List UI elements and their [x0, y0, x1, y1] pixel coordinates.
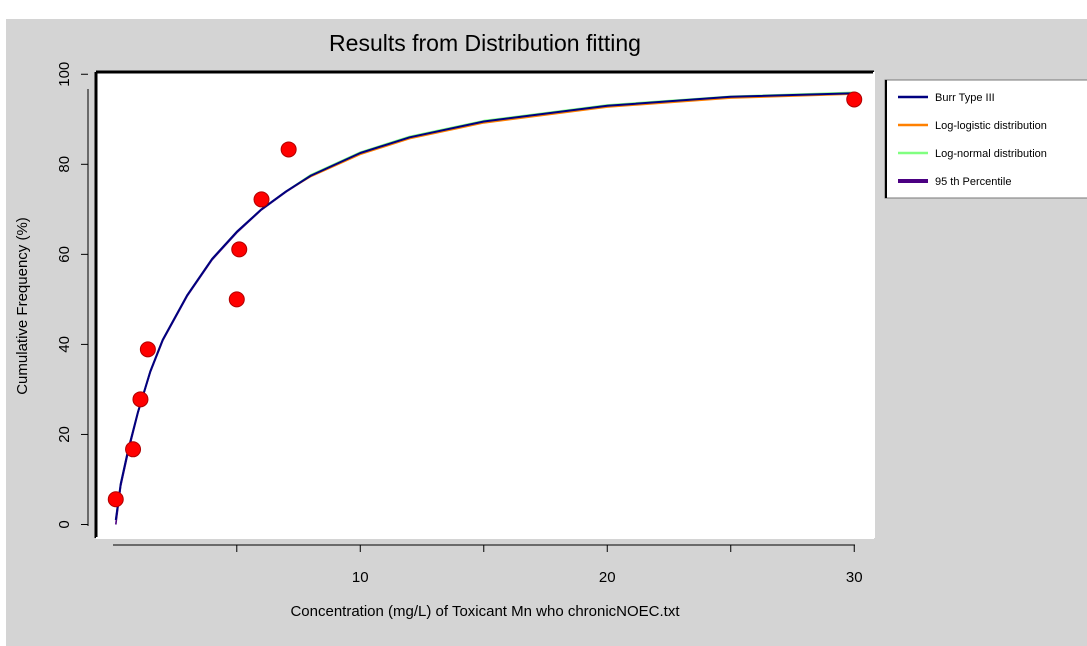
data-point — [132, 391, 149, 408]
x-axis-label: Concentration (mg/L) of Toxicant Mn who … — [290, 603, 680, 620]
legend-label-1: Log-logistic distribution — [935, 120, 1047, 132]
data-point — [139, 341, 156, 358]
chart-title: Results from Distribution fitting — [329, 30, 641, 56]
legend: Burr Type III Log-logistic distribution Lo… — [884, 79, 1087, 199]
legend-items: Burr Type III Log-logistic distribution Lo… — [898, 92, 1047, 188]
data-point — [228, 291, 245, 308]
data-points — [107, 91, 863, 508]
y-tick-label: 80 — [56, 156, 73, 173]
legend-label-0: Burr Type III — [935, 92, 995, 104]
plot-area — [96, 72, 874, 538]
data-point — [846, 91, 863, 108]
x-tick-label: 30 — [846, 569, 863, 586]
y-tick-label: 0 — [56, 520, 73, 528]
y-tick-label: 20 — [56, 426, 73, 443]
legend-box — [884, 79, 1087, 199]
y-tick-label: 100 — [56, 62, 73, 87]
y-tick-label: 60 — [56, 246, 73, 263]
legend-label-3: 95 th Percentile — [935, 176, 1011, 188]
y-ticks: 0 20 40 60 80 100 — [56, 62, 88, 529]
series-line-0 — [114, 92, 855, 521]
legend-label-2: Log-normal distribution — [935, 148, 1047, 160]
x-tick-label: 20 — [599, 569, 616, 586]
data-point — [280, 141, 297, 158]
x-ticks: 10 20 30 — [236, 545, 863, 586]
data-point — [107, 491, 124, 508]
series-lines — [114, 91, 855, 525]
y-axis-label: Cumulative Frequency (%) — [14, 217, 31, 395]
data-point — [125, 441, 142, 458]
data-point — [253, 191, 270, 208]
x-tick-label: 10 — [352, 569, 369, 586]
y-tick-label: 40 — [56, 336, 73, 353]
data-point — [231, 241, 248, 258]
